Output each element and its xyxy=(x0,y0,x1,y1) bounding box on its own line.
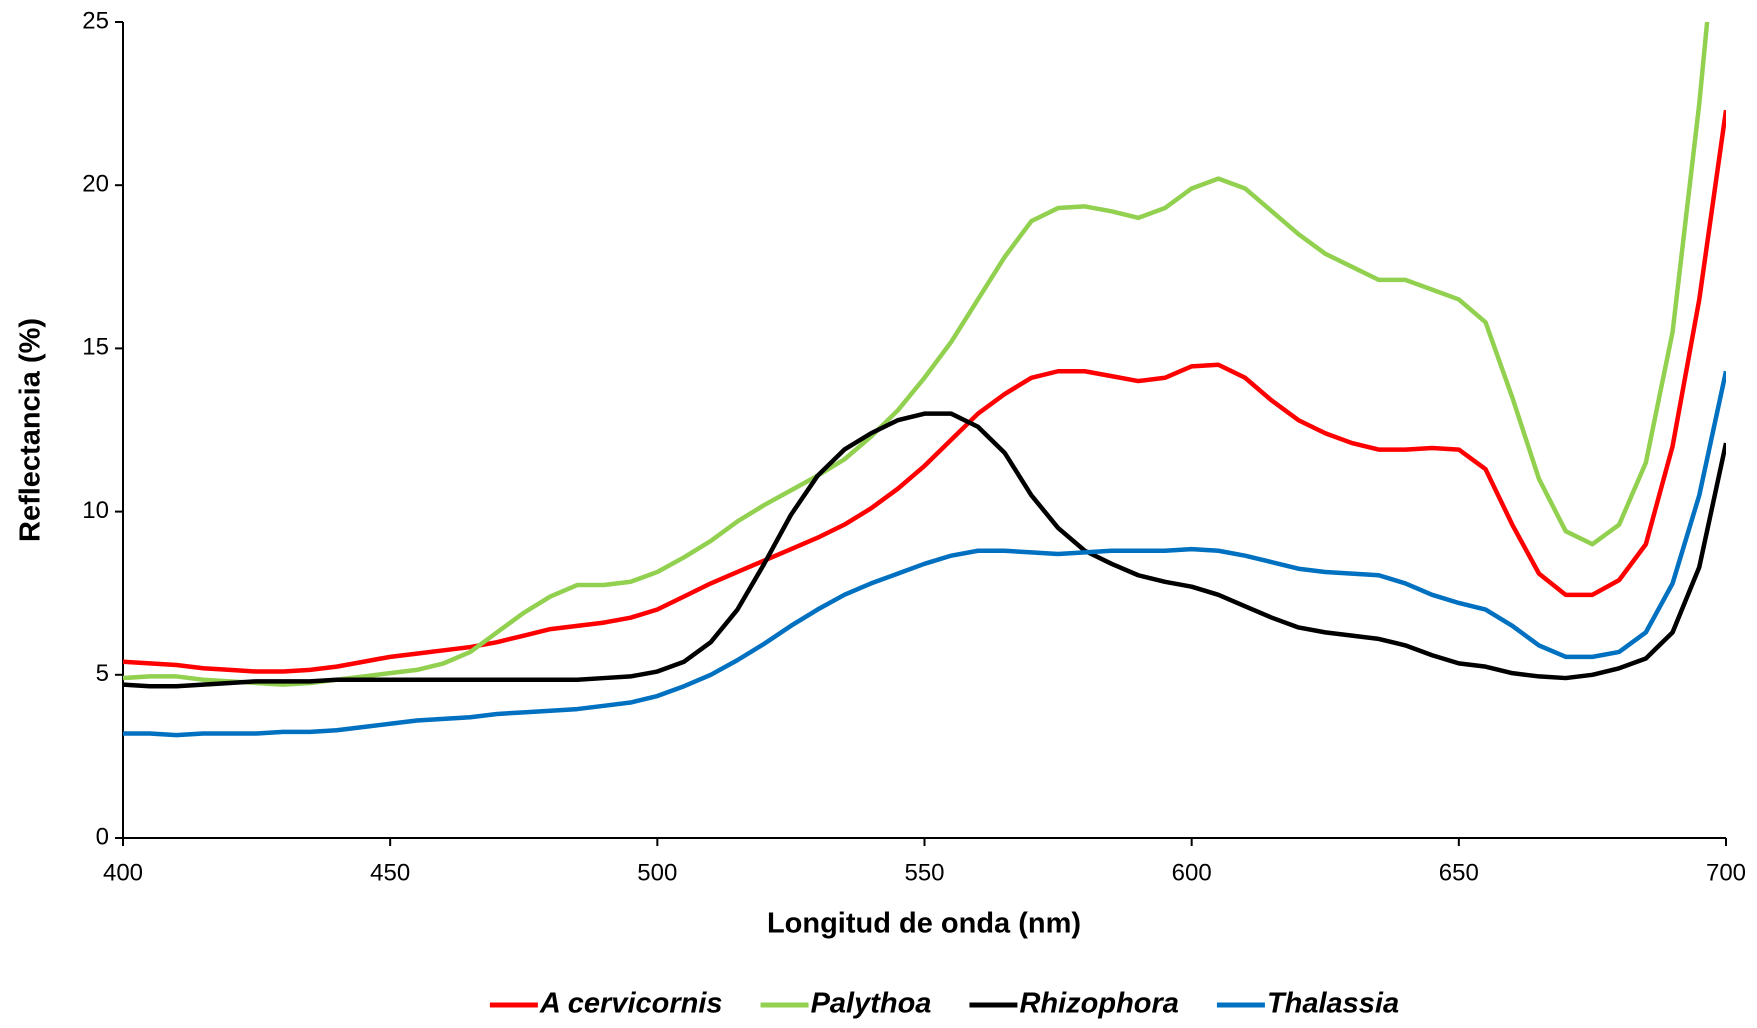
series-line xyxy=(123,370,1726,738)
y-tick-label: 25 xyxy=(82,7,109,34)
y-axis-title: Reflectancia (%) xyxy=(15,318,47,542)
y-tick-label: 5 xyxy=(96,660,109,687)
series-line xyxy=(123,411,1726,689)
legend-label: A cervicornis xyxy=(539,988,723,1020)
legend-label: Rhizophora xyxy=(1019,988,1179,1020)
x-tick-label: 450 xyxy=(370,859,410,886)
x-tick-label: 700 xyxy=(1706,859,1746,886)
legend-label: Thalassia xyxy=(1267,988,1399,1020)
y-tick-label: 10 xyxy=(82,497,109,524)
series-line xyxy=(123,22,1710,687)
x-tick-label: 400 xyxy=(103,859,143,886)
legend-label: Palythoa xyxy=(811,988,932,1020)
x-tick-label: 600 xyxy=(1172,859,1212,886)
x-tick-label: 650 xyxy=(1439,859,1479,886)
y-tick-label: 15 xyxy=(82,334,109,361)
legend: A cervicornis Palythoa Rhizophora Thalassia xyxy=(489,988,1399,1020)
y-tick-label: 0 xyxy=(96,823,109,850)
y-tick-label: 20 xyxy=(82,171,109,198)
x-tick-label: 550 xyxy=(904,859,944,886)
x-axis-title: Longitud de onda (nm) xyxy=(767,908,1081,940)
x-tick-label: 500 xyxy=(637,859,677,886)
series-line xyxy=(123,109,1726,674)
